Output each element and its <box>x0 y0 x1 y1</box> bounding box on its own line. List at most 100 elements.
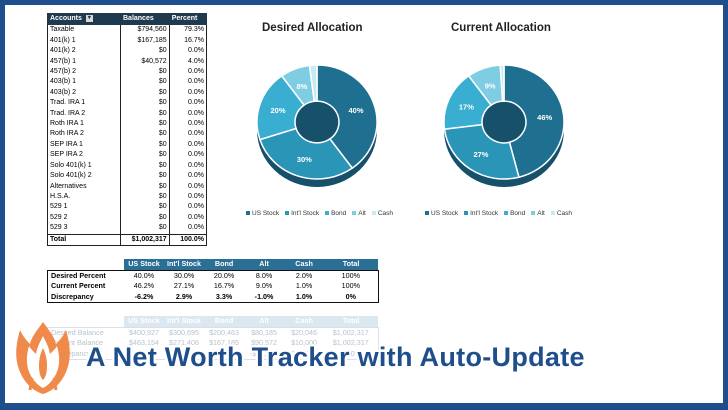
donut-slice-int-l-stock <box>258 127 354 180</box>
account-percent: 0.0% <box>168 181 208 192</box>
legend-swatch <box>425 211 429 216</box>
account-name: Alternatives <box>47 181 121 192</box>
account-row: Alternatives $0 0.0% <box>47 181 208 192</box>
legend-label: US Stock <box>431 210 459 217</box>
account-row: Roth IRA 1 $0 0.0% <box>47 119 208 130</box>
desired-allocation-donut: 40% 30% 20% 8% <box>256 64 378 187</box>
headline-title: A Net Worth Tracker with Auto-Update <box>86 342 585 372</box>
allocation-cell: 0% <box>345 291 356 301</box>
balance-header: Alt <box>244 316 285 327</box>
donut-data-label: 30% <box>297 155 312 164</box>
account-balance: $0 <box>120 67 170 78</box>
allocation-row: Discrepancy -6.2% 2.9% 3.3% -1.0% 1.0% 0% <box>48 292 379 303</box>
balance-row-label: Current Balance <box>51 338 103 347</box>
total-label: Total <box>47 233 121 246</box>
desired-chart-title: Desired Allocation <box>262 22 363 34</box>
account-name: 401(k) 2 <box>47 46 121 57</box>
allocation-cell: 40.0% <box>133 270 155 280</box>
allocation-cell: 1.0% <box>295 281 313 290</box>
allocation-cell: 100% <box>341 281 360 290</box>
account-percent: 0.0% <box>168 212 208 224</box>
total-balance: $1,002,317 <box>120 233 170 246</box>
allocation-corner <box>47 259 124 270</box>
balance-cell: $80,185 <box>251 327 278 337</box>
balance-cell: $300,695 <box>169 327 200 337</box>
allocation-cell: 16.7% <box>213 281 235 290</box>
current-allocation-donut: 46% 27% 17% 9% <box>443 64 565 187</box>
allocation-body: Desired Percent 40.0% 30.0% 20.0% 8.0% 2.0% 10… <box>47 270 379 303</box>
legend-label: Cash <box>556 210 573 217</box>
legend-swatch <box>464 211 469 216</box>
balance-header: Bond <box>204 316 245 327</box>
balance-body: Desired Balance $400,927 $300,695 $200,463 $… <box>47 327 379 360</box>
balance-cell: $29,289 <box>171 348 198 358</box>
account-percent: 0.0% <box>168 108 208 120</box>
legend-swatch <box>246 211 250 216</box>
account-balance: $794,560 <box>120 24 170 36</box>
allocation-cell: 20.0% <box>213 270 235 280</box>
legend-swatch <box>352 211 357 216</box>
account-percent: 0.0% <box>168 129 208 140</box>
legend-item: Bond <box>325 210 346 217</box>
allocation-row-label: Current Percent <box>51 281 106 290</box>
allocation-header: US Stock <box>124 259 164 270</box>
account-balance: $0 <box>120 181 170 192</box>
account-row: Solo 401(k) 2 $0 0.0% <box>47 171 208 182</box>
account-balance: $0 <box>120 108 170 120</box>
allocation-row: Desired Percent 40.0% 30.0% 20.0% 8.0% 2.0% 10… <box>48 270 379 281</box>
legend-label: Int'l Stock <box>291 210 320 217</box>
donut-data-label: 40% <box>348 106 363 115</box>
account-percent: 0.0% <box>168 87 208 99</box>
account-row: 403(b) 1 $0 0.0% <box>47 77 208 88</box>
account-row: Solo 401(k) 1 $0 0.0% <box>47 160 208 172</box>
legend-swatch <box>531 211 536 216</box>
balance-header: US Stock <box>124 316 164 327</box>
account-name: 529 3 <box>47 223 121 235</box>
account-row: Trad. IRA 1 $0 0.0% <box>47 98 208 109</box>
legend-label: Bond <box>331 210 347 217</box>
donut-data-label: 17% <box>459 103 474 112</box>
allocation-cell: 1.0% <box>295 291 313 301</box>
legend-item: Int'l Stock <box>285 210 319 217</box>
donut-slice-int-l-stock <box>443 123 520 180</box>
allocation-cell: 30.0% <box>173 270 195 280</box>
balance-cell: -$10,387 <box>249 348 279 358</box>
account-percent: 4.0% <box>168 56 208 68</box>
account-row: Taxable $794,560 79.3% <box>47 24 208 36</box>
balance-cell: -$62,227 <box>129 348 159 358</box>
balance-cell: $90,572 <box>251 338 278 347</box>
accounts-col-header[interactable]: Accounts ▾ <box>47 12 121 26</box>
balance-cell: $1,002,317 <box>332 327 369 337</box>
account-name: 403(b) 1 <box>47 77 121 88</box>
account-percent: 0.0% <box>168 46 208 57</box>
account-balance: $0 <box>120 139 170 151</box>
balance-corner <box>47 316 124 327</box>
allocation-header-row: US Stock Int'l Stock Bond Alt Cash Total <box>47 259 379 270</box>
legend-label: US Stock <box>252 210 280 217</box>
balance-header: Int'l Stock <box>164 316 205 327</box>
account-row: H.S.A. $0 0.0% <box>47 191 208 203</box>
account-name: Solo 401(k) 1 <box>47 160 121 172</box>
balances-col-header: Balances <box>120 12 170 26</box>
accounts-body: Taxable $794,560 79.3% 401(k) 1 $167,185 16.7… <box>47 24 208 246</box>
balance-cell: $463,154 <box>129 338 159 347</box>
legend-item: Alt <box>352 210 366 217</box>
legend-label: Alt <box>537 210 545 217</box>
account-name: 529 2 <box>47 212 121 224</box>
accounts-header-label: Accounts <box>50 15 82 22</box>
donut-data-label: 27% <box>473 150 488 159</box>
allocation-header: Cash <box>284 259 325 270</box>
accounts-header-row: Accounts ▾ Balances Percent <box>47 12 208 26</box>
account-row: SEP IRA 2 $0 0.0% <box>47 150 208 161</box>
account-name: 401(k) 1 <box>47 35 121 47</box>
legend-swatch <box>550 211 555 216</box>
allocation-row-label: Desired Percent <box>51 270 106 280</box>
allocation-cell: 2.0% <box>295 270 313 280</box>
balance-cell: $10,046 <box>291 348 318 358</box>
allocation-cell: 27.1% <box>173 281 195 290</box>
filter-dropdown-icon[interactable]: ▾ <box>85 14 93 22</box>
allocation-cell: 100% <box>341 270 360 280</box>
balance-row: Current Balance $463,154 $271,406 $167,185 $… <box>48 338 379 349</box>
account-row: 529 3 $0 0.0% <box>47 223 208 235</box>
account-percent: 0.0% <box>168 160 208 172</box>
